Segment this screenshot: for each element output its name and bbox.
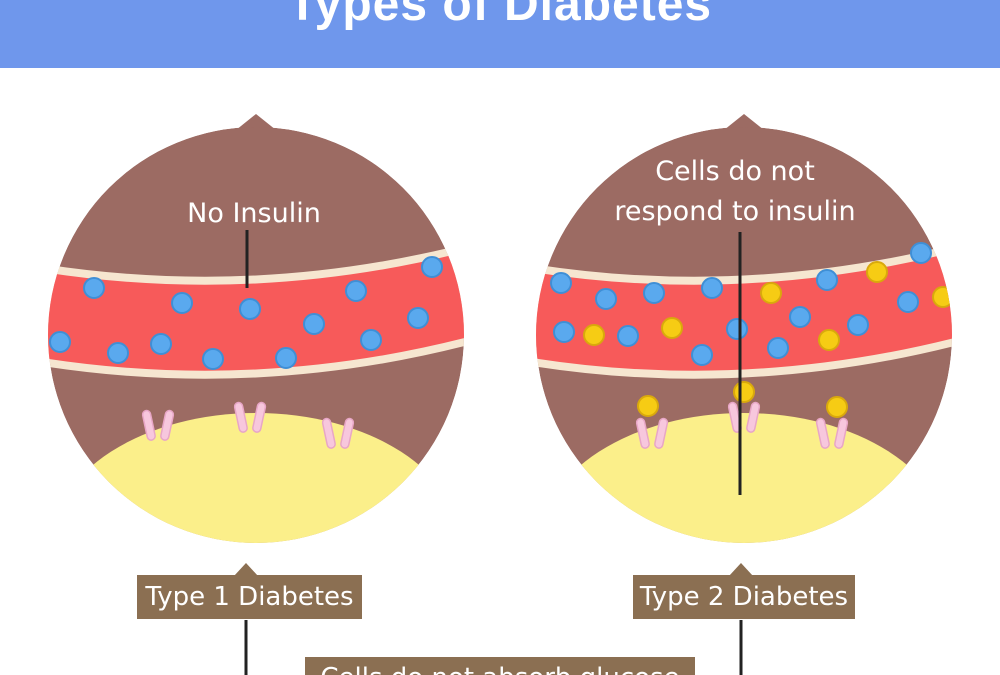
insulin-molecule-icon bbox=[733, 381, 755, 403]
glucose-molecule-icon bbox=[816, 269, 838, 291]
insulin-molecule-icon bbox=[760, 282, 782, 304]
glucose-molecule-icon bbox=[107, 342, 129, 364]
glucose-molecule-icon bbox=[407, 307, 429, 329]
insulin-receptor-icon bbox=[321, 417, 355, 449]
insulin-molecule-icon bbox=[932, 286, 952, 308]
glucose-molecule-icon bbox=[910, 242, 932, 264]
glucose-molecule-icon bbox=[550, 272, 572, 294]
type1-callout-text: No Insulin bbox=[187, 198, 321, 229]
insulin-molecule-icon bbox=[637, 395, 659, 417]
type2-cell bbox=[539, 413, 949, 543]
page-title: Types of Diabetes bbox=[287, 0, 713, 31]
bottom-label: Cells do not absorb glucose bbox=[305, 657, 695, 675]
type1-glucose-group bbox=[49, 256, 443, 370]
type2-callout-line2: respond to insulin bbox=[614, 196, 855, 227]
glucose-molecule-icon bbox=[726, 318, 748, 340]
glucose-molecule-icon bbox=[345, 280, 367, 302]
type1-label-arrow bbox=[234, 563, 258, 576]
glucose-molecule-icon bbox=[767, 337, 789, 359]
type1-label: Type 1 Diabetes bbox=[137, 575, 362, 619]
insulin-molecule-icon bbox=[583, 324, 605, 346]
insulin-molecule-icon bbox=[826, 396, 848, 418]
glucose-molecule-icon bbox=[643, 282, 665, 304]
glucose-molecule-icon bbox=[83, 277, 105, 299]
glucose-molecule-icon bbox=[49, 331, 71, 353]
glucose-molecule-icon bbox=[150, 333, 172, 355]
insulin-molecule-icon bbox=[866, 261, 888, 283]
insulin-receptor-icon bbox=[233, 401, 267, 433]
type2-label-arrow bbox=[729, 563, 753, 576]
glucose-molecule-icon bbox=[847, 314, 869, 336]
type2-callout-line1: Cells do not bbox=[655, 156, 815, 187]
type1-cell bbox=[51, 413, 461, 543]
insulin-receptor-icon bbox=[815, 417, 849, 449]
glucose-molecule-icon bbox=[303, 313, 325, 335]
insulin-receptor-icon bbox=[141, 409, 175, 441]
type1-receptor-group bbox=[141, 401, 355, 449]
glucose-molecule-icon bbox=[701, 277, 723, 299]
glucose-molecule-icon bbox=[202, 348, 224, 370]
glucose-molecule-icon bbox=[595, 288, 617, 310]
glucose-molecule-icon bbox=[171, 292, 193, 314]
insulin-molecule-icon bbox=[818, 329, 840, 351]
title-banner: Types of Diabetes bbox=[0, 0, 1000, 68]
glucose-molecule-icon bbox=[789, 306, 811, 328]
type2-pointer bbox=[724, 114, 764, 130]
glucose-molecule-icon bbox=[360, 329, 382, 351]
glucose-molecule-icon bbox=[421, 256, 443, 278]
insulin-molecule-icon bbox=[661, 317, 683, 339]
glucose-molecule-icon bbox=[239, 298, 261, 320]
type1-panel: No Insulin bbox=[48, 114, 464, 543]
insulin-receptor-icon bbox=[635, 417, 669, 449]
glucose-molecule-icon bbox=[553, 321, 575, 343]
glucose-molecule-icon bbox=[897, 291, 919, 313]
glucose-molecule-icon bbox=[617, 325, 639, 347]
type2-molecule-group bbox=[550, 242, 952, 418]
glucose-molecule-icon bbox=[691, 344, 713, 366]
type2-receptor-group bbox=[635, 401, 849, 449]
type2-label: Type 2 Diabetes bbox=[633, 575, 855, 619]
type1-pointer bbox=[236, 114, 276, 130]
type2-panel: Cells do not respond to insulin bbox=[536, 114, 952, 543]
glucose-molecule-icon bbox=[275, 347, 297, 369]
insulin-receptor-icon bbox=[727, 401, 761, 433]
